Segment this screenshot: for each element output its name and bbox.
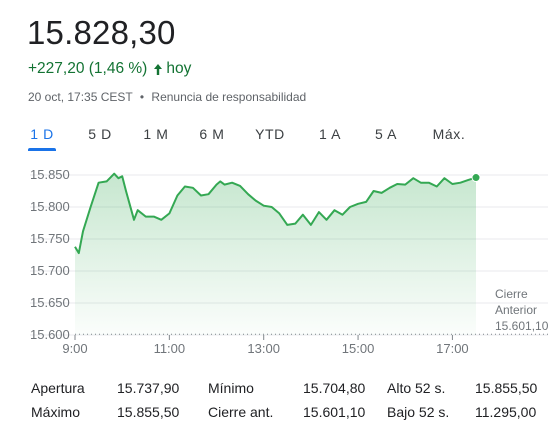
stat-label-high: Máximo: [31, 404, 81, 420]
previous-close-value: 15.601,10: [495, 319, 549, 333]
arrow-up-icon: [154, 63, 163, 75]
current-point: [471, 173, 481, 183]
price-area: [75, 173, 476, 335]
timestamp: 20 oct, 17:35 CEST: [28, 90, 133, 104]
current-price: 15.828,30: [27, 14, 176, 51]
change-value: +227,20 (1,46 %): [28, 60, 148, 77]
tab-1a[interactable]: 1 A: [318, 126, 342, 142]
tab-1d[interactable]: 1 D: [28, 122, 56, 151]
price-chart: 15.850 15.800 15.750 15.700 15.650 15.600 9:0…: [0, 160, 559, 360]
x-tick-label: 15:00: [342, 341, 375, 356]
disclaimer-link[interactable]: Renuncia de responsabilidad: [151, 90, 307, 104]
y-tick-label: 15.600: [30, 327, 70, 342]
stat-label-52w-high: Alto 52 s.: [387, 380, 446, 396]
previous-close-label-1: Cierre: [495, 287, 528, 301]
stat-label-prev-close: Cierre ant.: [208, 404, 274, 420]
previous-close-label-2: Anterior: [495, 303, 538, 317]
stat-value-prev-close: 15.601,10: [303, 404, 366, 420]
stat-value-52w-high: 15.855,50: [475, 380, 538, 396]
tab-1m[interactable]: 1 M: [143, 126, 169, 142]
x-tick-label: 13:00: [247, 341, 280, 356]
stats-row: Apertura 15.737,90 Mínimo 15.704,80 Alto…: [31, 380, 551, 400]
stat-label-open: Apertura: [31, 380, 85, 396]
y-tick-label: 15.850: [30, 167, 70, 182]
y-tick-label: 15.750: [30, 231, 70, 246]
stat-value-high: 15.855,50: [117, 404, 180, 420]
tab-ytd[interactable]: YTD: [255, 126, 285, 142]
y-tick-label: 15.650: [30, 295, 70, 310]
quote-meta: 20 oct, 17:35 CEST • Renuncia de respons…: [28, 90, 306, 104]
x-tick-label: 17:00: [436, 341, 469, 356]
x-tick-label: 9:00: [62, 341, 87, 356]
x-tick-label: 11:00: [154, 341, 186, 356]
stat-value-open: 15.737,90: [117, 380, 180, 396]
tab-5a[interactable]: 5 A: [374, 126, 398, 142]
stat-label-52w-low: Bajo 52 s.: [387, 404, 450, 420]
stat-value-low: 15.704,80: [303, 380, 366, 396]
y-tick-label: 15.700: [30, 263, 70, 278]
y-tick-label: 15.800: [30, 199, 70, 214]
price-line: [74, 172, 477, 255]
stats-row: Máximo 15.855,50 Cierre ant. 15.601,10 B…: [31, 404, 551, 424]
tab-max[interactable]: Máx.: [432, 126, 466, 142]
change-period: hoy: [166, 60, 192, 77]
price-chart-svg: 15.850 15.800 15.750 15.700 15.650 15.600 9:0…: [30, 167, 548, 356]
tab-6m[interactable]: 6 M: [199, 126, 225, 142]
stat-label-low: Mínimo: [208, 380, 254, 396]
meta-separator: •: [139, 90, 145, 104]
tab-5d[interactable]: 5 D: [88, 126, 112, 142]
price-change: +227,20 (1,46 %) hoy: [28, 60, 191, 78]
stat-value-52w-low: 11.295,00: [475, 404, 537, 420]
